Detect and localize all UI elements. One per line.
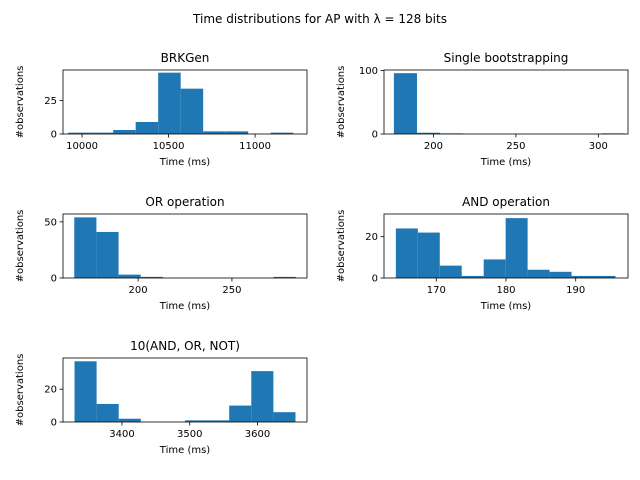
subplot-title: Single bootstrapping [444, 51, 569, 65]
x-tick-label: 3500 [177, 429, 202, 440]
histogram-bar [180, 88, 204, 134]
x-tick-label: 200 [424, 141, 443, 152]
x-tick-label: 170 [427, 285, 446, 296]
y-tick-label: 25 [44, 96, 57, 107]
x-axis-label: Time (ms) [159, 157, 211, 168]
histogram-bar [270, 132, 294, 134]
subplot-title: 10(AND, OR, NOT) [130, 339, 240, 353]
histogram-bar [158, 72, 181, 134]
x-axis-label: Time (ms) [480, 301, 532, 312]
y-tick-label: 20 [365, 232, 378, 243]
y-tick-label: 50 [44, 217, 57, 228]
x-axis-label: Time (ms) [159, 445, 211, 456]
histogram-bar [273, 412, 296, 422]
histogram-bar [74, 217, 97, 278]
y-axis-label: #observations [336, 210, 347, 283]
x-tick-label: 200 [129, 285, 148, 296]
histogram-bar [96, 403, 119, 422]
y-tick-label: 20 [44, 385, 57, 396]
y-tick-label: 0 [51, 274, 57, 285]
y-axis-label: #observations [15, 354, 26, 427]
axes-frame [383, 69, 629, 135]
x-tick-label: 250 [222, 285, 241, 296]
histogram-bar [527, 269, 550, 278]
histogram-bar [549, 271, 572, 278]
histogram-bar [273, 276, 296, 278]
histogram-bar [118, 418, 141, 422]
subplot-title: AND operation [462, 195, 550, 209]
histogram-bar [593, 275, 616, 278]
y-axis-label: #observations [15, 210, 26, 283]
subplot-4: 170 180 190 0 20 AND operation Time (ms) #obser… [336, 195, 629, 312]
y-tick-label: 0 [51, 418, 57, 429]
histogram-bar [571, 275, 594, 278]
x-tick-label: 300 [589, 141, 608, 152]
histogram-bar [135, 122, 159, 134]
axes-frame [62, 69, 308, 135]
x-tick-label: 3400 [109, 429, 134, 440]
x-tick-label: 190 [566, 285, 585, 296]
y-axis-label: #observations [336, 66, 347, 139]
x-tick-label: 10500 [153, 141, 185, 152]
x-axis-label: Time (ms) [480, 157, 532, 168]
y-tick-label: 0 [372, 130, 378, 141]
histogram-bar [68, 132, 91, 134]
subplot-3: 200 250 0 50 OR operation Time (ms) #observati… [15, 195, 308, 312]
x-tick-label: 11000 [239, 141, 271, 152]
histogram-bar [416, 132, 441, 134]
histogram-bar [90, 132, 114, 134]
axes-frame [62, 213, 308, 279]
histogram-bar [207, 420, 230, 422]
y-tick-label: 100 [359, 66, 378, 77]
histogram-bar [113, 130, 136, 134]
figure-suptitle: Time distributions for AP with λ = 128 b… [192, 12, 447, 26]
x-tick-label: 180 [496, 285, 515, 296]
x-tick-label: 250 [506, 141, 525, 152]
histogram-bar [185, 420, 208, 422]
x-tick-label: 10000 [66, 141, 98, 152]
x-axis-label: Time (ms) [159, 301, 211, 312]
histogram-bar [395, 228, 418, 278]
subplot-title: OR operation [145, 195, 224, 209]
histogram-bar [140, 276, 163, 278]
x-tick-label: 3600 [245, 429, 270, 440]
histogram-bar [251, 371, 274, 422]
y-tick-label: 0 [372, 274, 378, 285]
axes-frame [62, 357, 308, 423]
subplot-title: BRKGen [161, 51, 210, 65]
subplot-1: 10000 10500 11000 0 25 BRKGen Time (ms) #observ… [15, 51, 308, 168]
histogram-bar [393, 73, 417, 134]
histogram-bar [203, 131, 226, 134]
histogram-bar [74, 361, 97, 422]
histogram-bar [461, 275, 484, 278]
histogram-bar [417, 232, 440, 278]
histogram-bar [118, 274, 141, 278]
histogram-bar [483, 259, 506, 278]
y-tick-label: 0 [51, 130, 57, 141]
histogram-bar [505, 218, 528, 278]
histogram-bar [439, 265, 462, 278]
histogram-bar [96, 231, 119, 278]
subplot-2: 200 250 300 0 100 Single bootstrapping Time (m… [336, 51, 629, 168]
y-axis-label: #observations [15, 66, 26, 139]
subplot-5: 3400 3500 3600 0 20 10(AND, OR, NOT) Time (ms)… [15, 339, 308, 456]
histogram-bar [229, 405, 252, 422]
histogram-bar [225, 131, 249, 134]
